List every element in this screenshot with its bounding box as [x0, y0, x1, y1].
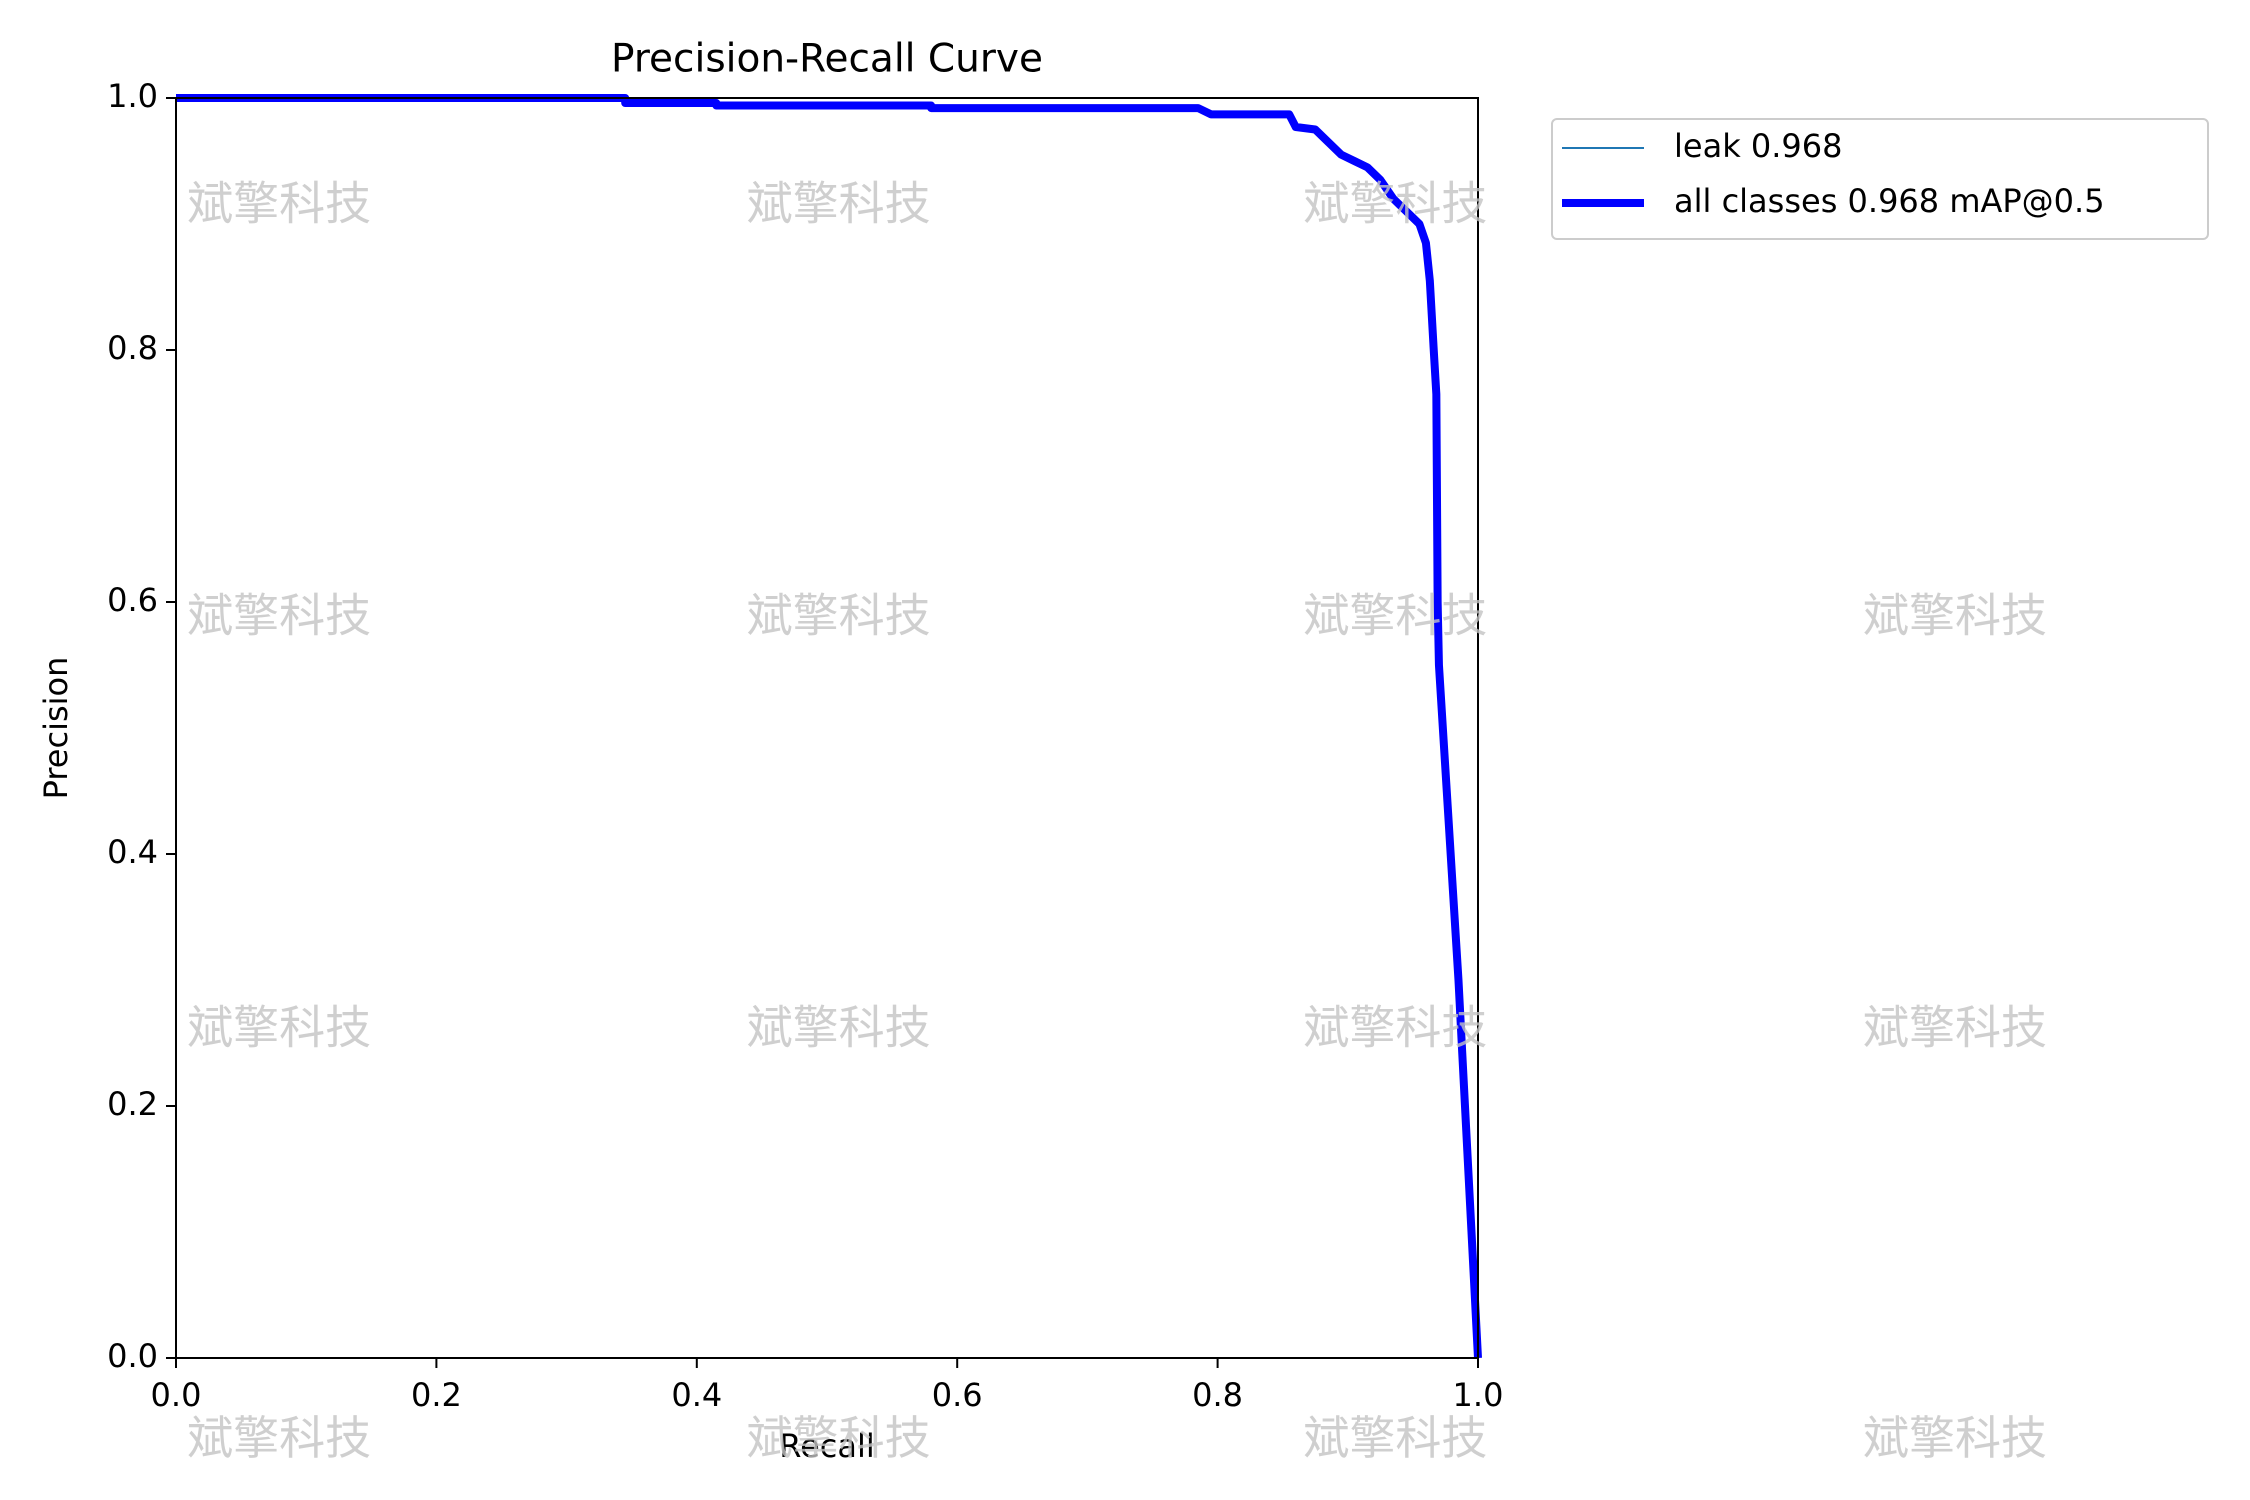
chart-title: Precision-Recall Curve [611, 37, 1043, 82]
y-axis-label: Precision [37, 657, 75, 800]
watermark: 斌擎科技 [747, 1000, 931, 1054]
y-tick-label: 0.6 [107, 581, 158, 619]
pr-curve [176, 94, 1482, 1359]
watermark: 斌擎科技 [1303, 588, 1487, 642]
x-tick-label: 1.0 [1453, 1376, 1504, 1414]
watermark: 斌擎科技 [187, 1411, 371, 1465]
y-tick-label: 0.2 [107, 1085, 158, 1123]
y-tick-label: 1.0 [107, 77, 158, 115]
watermark: 斌擎科技 [1863, 1000, 2047, 1054]
x-tick-label: 0.8 [1192, 1376, 1243, 1414]
watermark: 斌擎科技 [747, 176, 931, 230]
watermark: 斌擎科技 [187, 588, 371, 642]
watermark: 斌擎科技 [1303, 176, 1487, 230]
legend-label: leak 0.968 [1674, 127, 1843, 165]
watermark: 斌擎科技 [1303, 1000, 1487, 1054]
y-tick-label: 0.0 [107, 1337, 158, 1375]
watermark: 斌擎科技 [1863, 588, 2047, 642]
watermark: 斌擎科技 [747, 588, 931, 642]
x-tick-label: 0.0 [151, 1376, 202, 1414]
watermark: 斌擎科技 [187, 176, 371, 230]
watermark: 斌擎科技 [747, 1411, 931, 1465]
y-tick-label: 0.8 [107, 329, 158, 367]
legend-label: all classes 0.968 mAP@0.5 [1674, 182, 2105, 220]
watermark: 斌擎科技 [1303, 1411, 1487, 1465]
x-tick-label: 0.2 [411, 1376, 462, 1414]
plot-frame [175, 97, 1479, 1359]
watermark: 斌擎科技 [187, 1000, 371, 1054]
watermark: 斌擎科技 [1863, 1411, 2047, 1465]
legend-box [1551, 118, 2209, 240]
x-axis-label: Recall [779, 1427, 874, 1465]
x-tick-label: 0.4 [671, 1376, 722, 1414]
x-tick-label: 0.6 [932, 1376, 983, 1414]
y-tick-label: 0.4 [107, 833, 158, 871]
